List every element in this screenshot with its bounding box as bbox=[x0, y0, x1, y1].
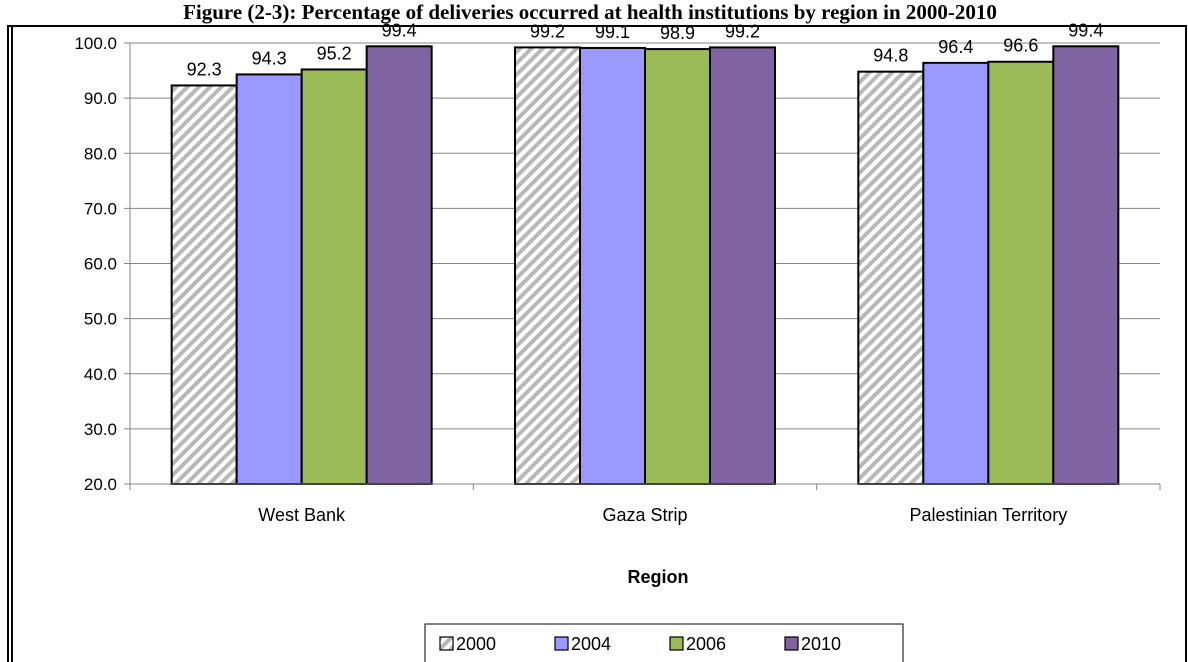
bar-2006 bbox=[644, 48, 711, 485]
y-tick-label: 90.0 bbox=[84, 89, 117, 108]
bar-2004 bbox=[235, 73, 303, 485]
bar-2010 bbox=[709, 46, 776, 485]
x-tick-label: Palestinian Territory bbox=[909, 505, 1067, 525]
legend-label: 2010 bbox=[801, 634, 841, 654]
legend-label: 2004 bbox=[571, 634, 611, 654]
bars bbox=[170, 45, 1120, 486]
data-label: 98.9 bbox=[660, 23, 695, 43]
data-label: 96.4 bbox=[938, 37, 973, 57]
data-label: 92.3 bbox=[187, 59, 222, 79]
legend-swatch-2004 bbox=[554, 636, 569, 651]
x-tick-label: West Bank bbox=[258, 505, 346, 525]
legend-box bbox=[424, 623, 904, 662]
bar-2004 bbox=[922, 61, 990, 485]
axes: 20.0 30.0 40.0 50.0 60.0 70.0 80.0 90.0 100.0 Wes… bbox=[74, 34, 1161, 525]
data-label: 96.6 bbox=[1003, 36, 1038, 56]
legend-swatch-2006 bbox=[669, 636, 684, 651]
data-label: 99.4 bbox=[1068, 20, 1103, 40]
y-tick-label: 100.0 bbox=[74, 34, 117, 53]
bar-2000 bbox=[170, 84, 238, 485]
y-tick-label: 80.0 bbox=[84, 144, 117, 163]
x-tick-label: Gaza Strip bbox=[602, 505, 687, 525]
bar-2000 bbox=[857, 70, 925, 485]
chart-title: Figure (2-3): Percentage of deliveries o… bbox=[183, 0, 997, 24]
legend-swatch-2000 bbox=[439, 636, 454, 651]
data-label: 95.2 bbox=[317, 43, 352, 63]
y-tick-label: 70.0 bbox=[84, 199, 117, 218]
bar-2006 bbox=[987, 60, 1055, 486]
y-tick-label: 20.0 bbox=[84, 475, 117, 494]
data-label: 99.2 bbox=[725, 21, 760, 41]
legend-swatch-2010 bbox=[784, 636, 799, 651]
data-label: 94.3 bbox=[252, 48, 287, 68]
bar-2004 bbox=[579, 46, 646, 486]
bar-2010 bbox=[365, 45, 433, 486]
data-label: 99.4 bbox=[382, 20, 417, 40]
legend-label: 2000 bbox=[456, 634, 496, 654]
data-label: 99.2 bbox=[530, 21, 565, 41]
y-tick-label: 50.0 bbox=[84, 310, 117, 329]
bar-2010 bbox=[1052, 45, 1120, 486]
legend-label: 2006 bbox=[686, 634, 726, 654]
data-label: 99.1 bbox=[595, 22, 630, 42]
bar-2006 bbox=[300, 68, 368, 486]
x-axis-title: Region bbox=[628, 567, 689, 587]
y-tick-label: 30.0 bbox=[84, 420, 117, 439]
legend: 2000 2004 2006 2010 bbox=[424, 623, 904, 662]
y-tick-label: 60.0 bbox=[84, 255, 117, 274]
data-labels: 92.3 94.3 95.2 99.4 99.2 99.1 98.9 99.2 94.8 96.4… bbox=[187, 20, 1104, 79]
bar-2000 bbox=[514, 46, 581, 485]
data-label: 94.8 bbox=[873, 46, 908, 66]
y-tick-label: 40.0 bbox=[84, 365, 117, 384]
